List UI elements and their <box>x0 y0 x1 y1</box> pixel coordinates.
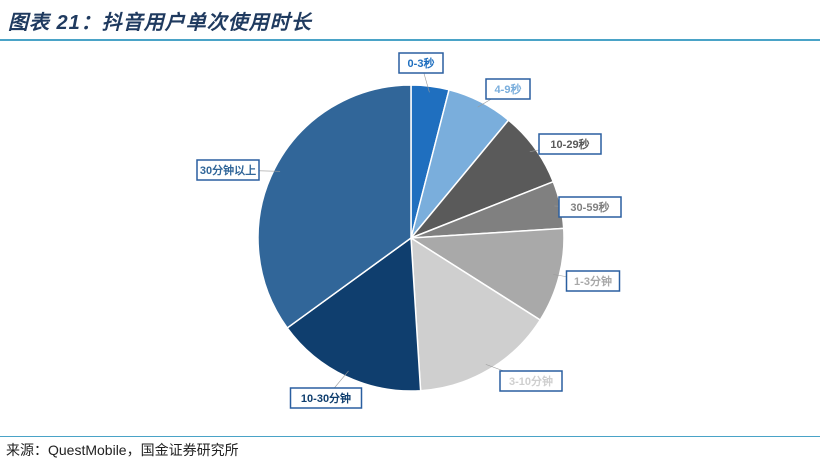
slice-label-text: 3-10分钟 <box>509 374 553 388</box>
source-note: 来源：QuestMobile，国金证券研究所 <box>6 442 239 458</box>
pie-slice <box>408 227 565 322</box>
slice-label-text: 10-30分钟 <box>301 391 351 405</box>
slice-label-text: 30-59秒 <box>570 200 609 214</box>
slice-label-box <box>398 52 444 74</box>
chart-title: 图表 21：抖音用户单次使用时长 <box>8 12 312 34</box>
slice-label-text: 10-29秒 <box>550 137 589 151</box>
slice-label-text: 30分钟以上 <box>200 163 256 177</box>
slice-label-box <box>558 196 622 218</box>
slice-label: 30-59秒 <box>554 196 622 218</box>
slice-label: 30分钟以上 <box>196 159 281 181</box>
slice-label: 10-30分钟 <box>289 370 363 409</box>
slice-label-box <box>565 270 621 292</box>
pie-chart: 0-3秒 4-9秒 10-29秒 30-59秒 1-3分钟 3-10分钟 10-30分钟 30… <box>196 52 622 409</box>
slice-label-box <box>499 370 563 392</box>
pie-slice <box>410 236 542 392</box>
chart-header: 图表 21：抖音用户单次使用时长 <box>0 0 835 41</box>
pie-slice <box>286 236 422 392</box>
pie-slice <box>257 84 412 329</box>
slice-label: 3-10分钟 <box>485 364 563 392</box>
source-divider <box>0 436 820 437</box>
slice-label: 0-3秒 <box>398 52 444 93</box>
slice-label-box <box>485 78 531 100</box>
slice-label-text: 4-9秒 <box>495 82 522 96</box>
slice-label-text: 1-3分钟 <box>574 274 612 288</box>
slice-label-box <box>289 387 363 409</box>
slice-label: 4-9秒 <box>477 78 531 108</box>
slice-label-box <box>538 133 602 155</box>
title-divider <box>0 39 820 41</box>
slice-label-text: 0-3秒 <box>408 56 435 70</box>
slice-label: 10-29秒 <box>529 133 602 155</box>
slice-label-box <box>196 159 260 181</box>
slice-label: 1-3分钟 <box>553 270 621 292</box>
